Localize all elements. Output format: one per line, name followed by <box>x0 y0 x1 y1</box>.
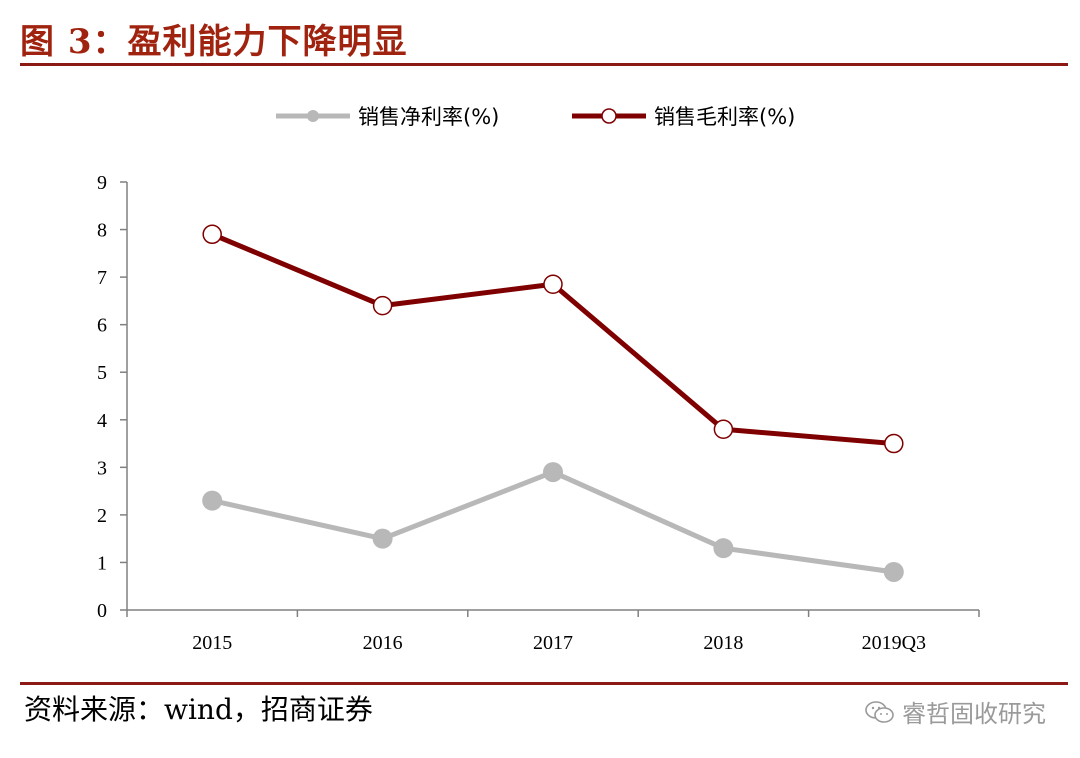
line-chart: 销售净利率(%) 销售毛利率(%) 0 1 2 3 4 5 6 7 8 9 2015 2016 2017 2… <box>97 105 980 654</box>
chart-series <box>202 224 904 582</box>
data-point <box>372 295 393 316</box>
wechat-icon <box>865 700 894 723</box>
x-tick-label: 2017 <box>533 632 573 654</box>
y-tick-label: 0 <box>97 600 107 622</box>
source-note: 资料来源：wind，招商证券 <box>24 693 373 726</box>
title-divider <box>20 63 1068 66</box>
chart-axes: 0 1 2 3 4 5 6 7 8 9 2015 2016 2017 2018 2019Q3 <box>97 172 980 654</box>
legend-item: 销售毛利率(%) <box>572 105 795 129</box>
data-point <box>884 433 904 454</box>
x-tick-label: 2015 <box>192 632 232 654</box>
watermark: 睿哲固收研究 <box>864 694 1046 729</box>
series-gross-margin <box>202 224 904 454</box>
legend-label: 销售毛利率(%) <box>654 105 795 129</box>
data-point <box>202 224 222 245</box>
y-tick-label: 4 <box>97 410 107 432</box>
watermark-text: 睿哲固收研究 <box>902 700 1046 728</box>
data-point <box>713 538 734 559</box>
legend-item: 销售净利率(%) <box>276 105 499 129</box>
chart-legend: 销售净利率(%) 销售毛利率(%) <box>276 105 795 129</box>
legend-swatch-marker <box>307 110 319 122</box>
y-tick-label: 3 <box>97 457 107 479</box>
x-tick-label: 2018 <box>703 632 743 654</box>
legend-label: 销售净利率(%) <box>358 105 499 129</box>
legend-swatch-marker <box>601 108 617 124</box>
y-tick-label: 8 <box>97 220 107 242</box>
data-point <box>883 561 904 582</box>
data-point <box>543 274 563 294</box>
x-tick-label: 2019Q3 <box>862 632 926 654</box>
source-divider <box>20 682 1068 685</box>
series-line <box>211 232 895 447</box>
data-point <box>543 462 563 483</box>
y-tick-label: 6 <box>97 315 107 337</box>
y-tick-label: 9 <box>97 172 107 194</box>
y-tick-label: 5 <box>97 362 107 384</box>
y-tick-label: 2 <box>97 505 107 527</box>
data-point <box>202 490 223 511</box>
data-point <box>713 419 734 440</box>
y-tick-label: 1 <box>97 552 107 574</box>
x-tick-label: 2016 <box>363 632 403 654</box>
y-tick-label: 7 <box>97 267 107 289</box>
data-point <box>372 528 393 549</box>
series-line <box>211 469 895 575</box>
figure-title: 图 3：盈利能力下降明显 <box>20 22 408 62</box>
series-net-margin <box>202 462 904 582</box>
